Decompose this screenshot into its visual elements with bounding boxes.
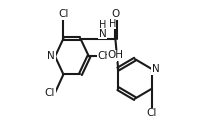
Text: N: N bbox=[152, 64, 160, 74]
Text: OH: OH bbox=[107, 50, 123, 60]
Text: N: N bbox=[47, 51, 55, 61]
Text: H: H bbox=[109, 19, 116, 29]
Text: Cl: Cl bbox=[58, 9, 69, 19]
Text: Cl: Cl bbox=[147, 108, 157, 118]
Text: N: N bbox=[99, 29, 107, 39]
Text: CH₃: CH₃ bbox=[98, 51, 117, 61]
Text: Cl: Cl bbox=[45, 88, 55, 98]
Text: O: O bbox=[111, 9, 119, 19]
Text: H: H bbox=[99, 20, 107, 30]
